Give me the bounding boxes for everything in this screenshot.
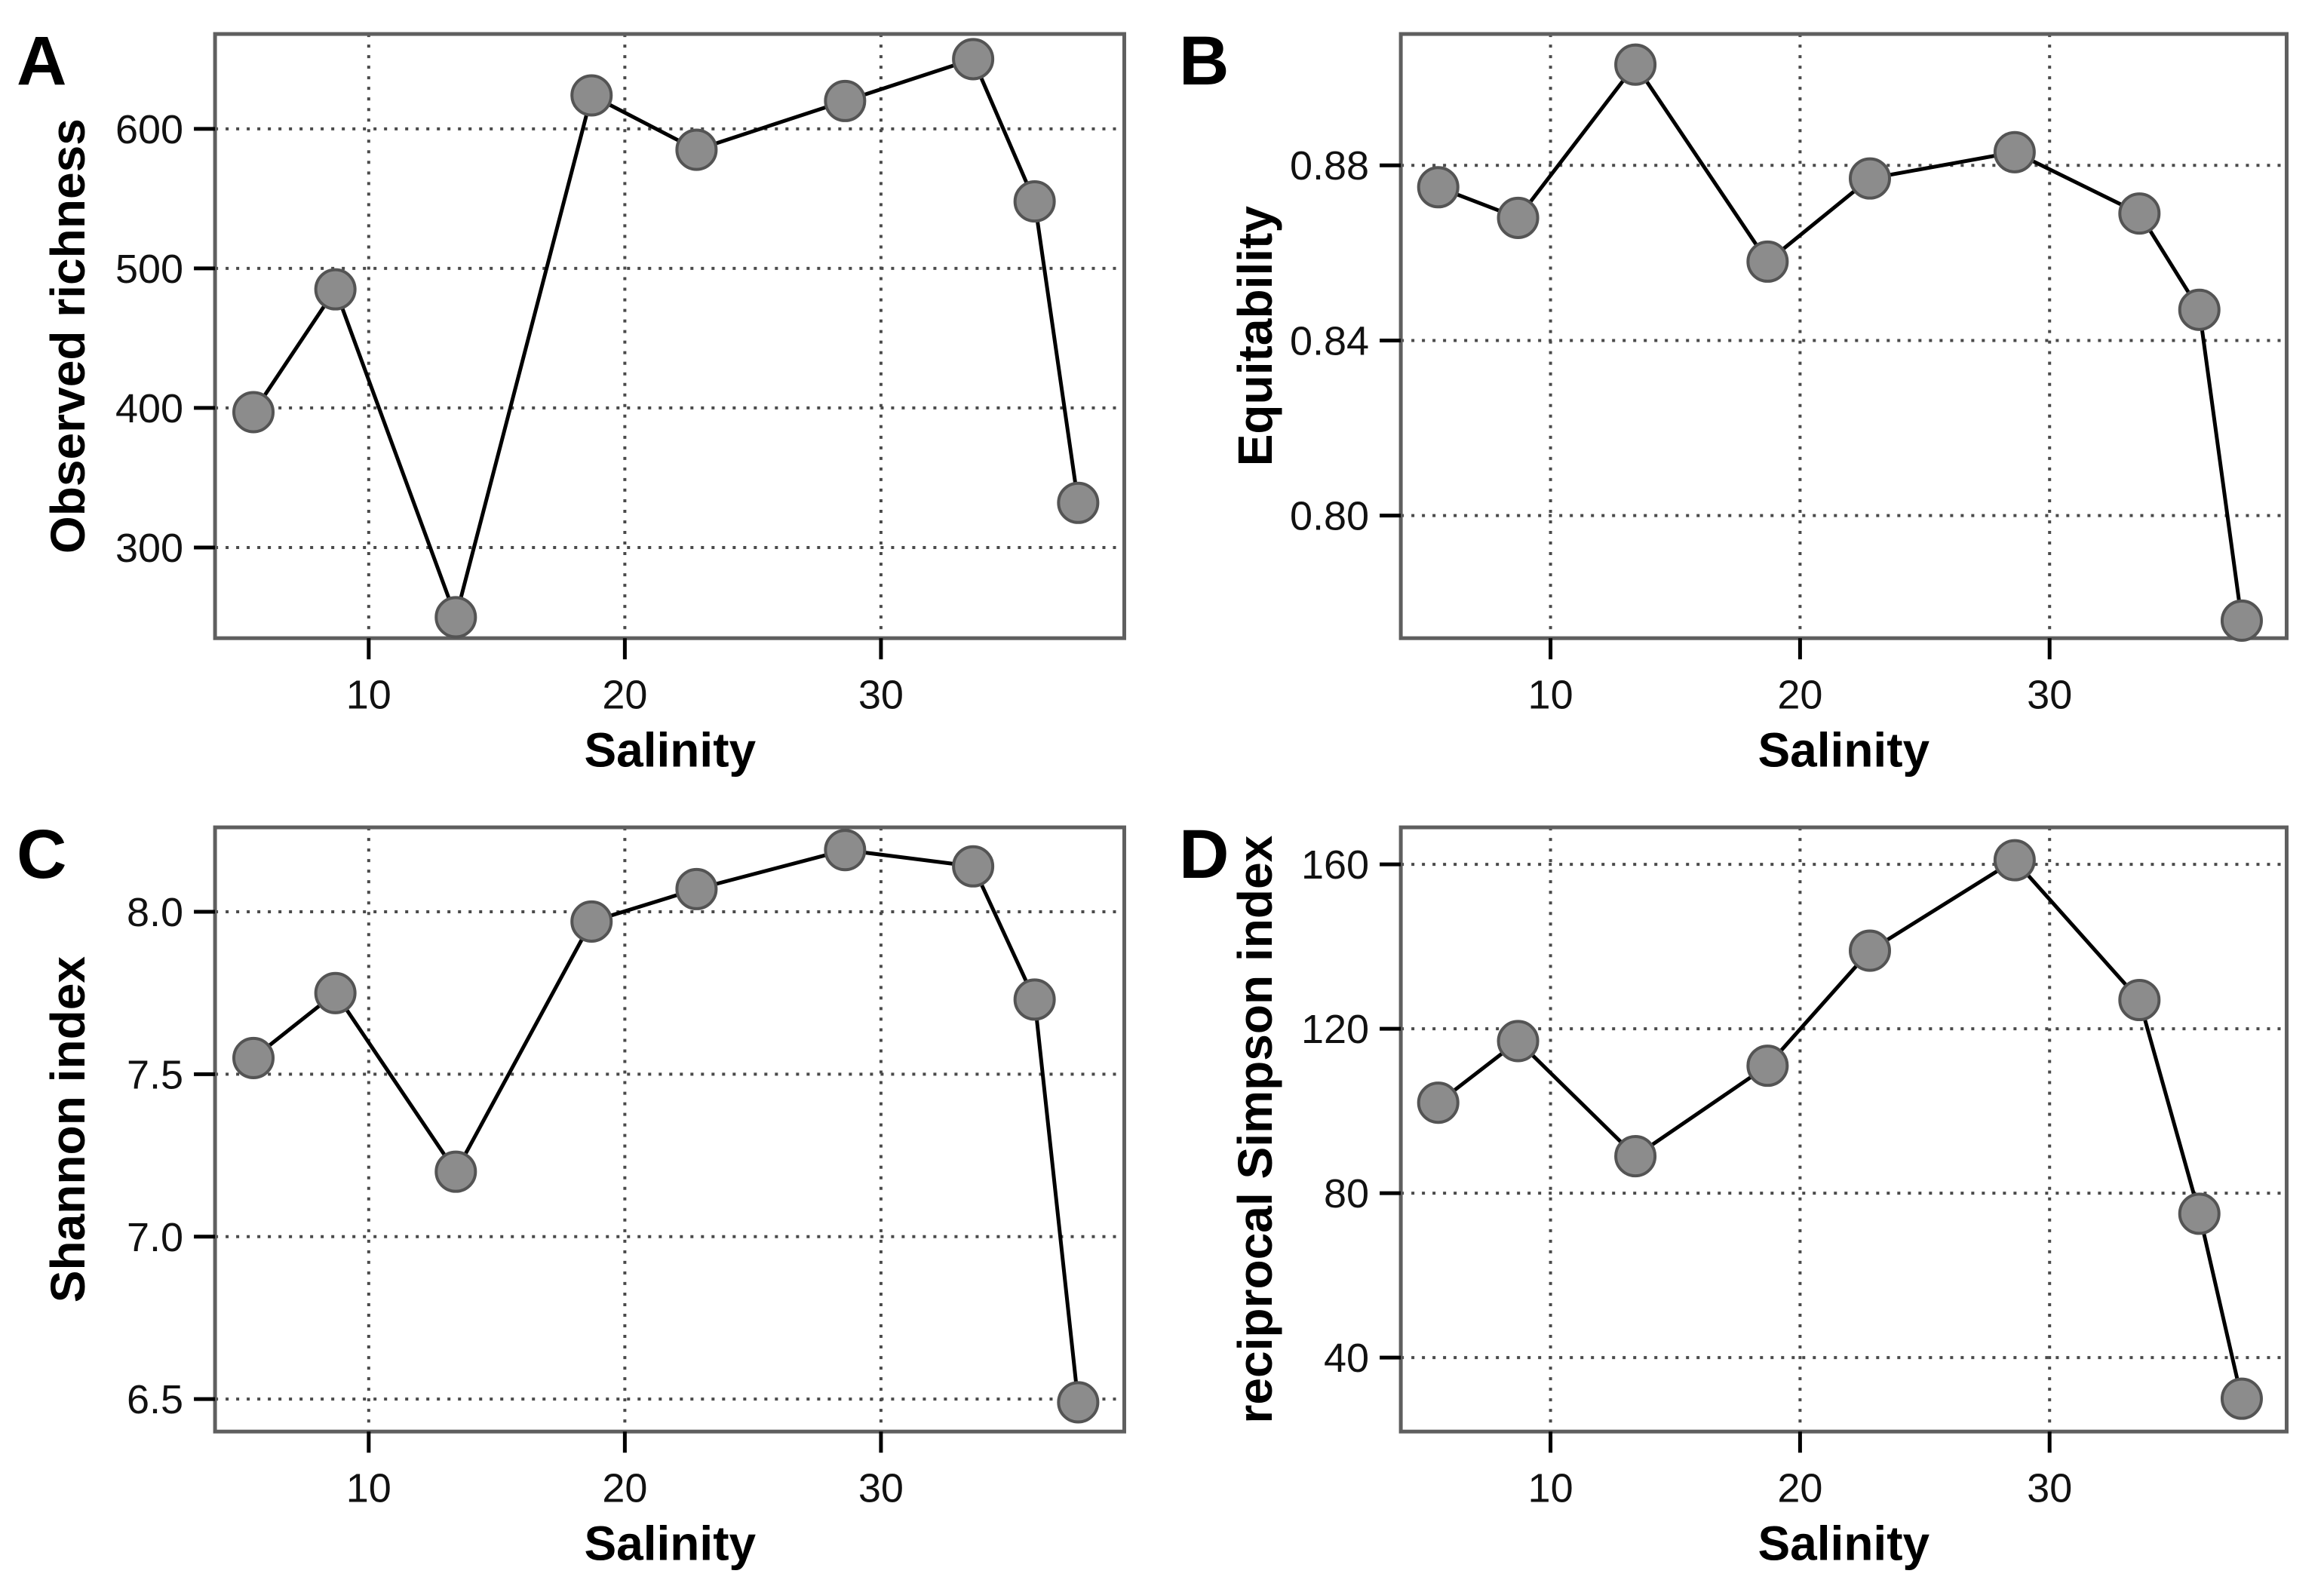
x-tick-label: 20 [1777,1465,1822,1511]
chart-shannon-index: 10 20 30 6.5 7.0 7.5 8.0 C Salinity Shannon in… [17,815,1126,1570]
data-point [1013,180,1056,223]
panel-b: 10 20 30 0.80 0.84 0.88 B Salinity Equitabili… [1162,0,2324,793]
plot-area: 10 20 30 40 80 120 160 [1300,825,2289,1511]
panel-letter: B [1179,22,1229,100]
data-point [1993,839,2036,882]
x-tick-label: 20 [1777,672,1822,717]
data-line [251,57,1080,619]
plot-border [1398,32,2289,640]
y-tick-label: 0.80 [1289,494,1368,539]
data-point [675,128,718,171]
data-point [1057,1380,1100,1423]
data-point [1497,196,1540,239]
data-point [1745,1044,1788,1087]
x-tick-label: 10 [346,1465,391,1511]
y-tick-label: 0.88 [1289,143,1368,189]
x-axis-title: Salinity [1758,722,1930,777]
data-line [1435,857,2243,1400]
data-point [1497,1019,1540,1063]
y-tick-label: 80 [1324,1171,1369,1216]
data-point [1613,1134,1656,1177]
plot-area: 10 20 30 6.5 7.0 7.5 8.0 [127,825,1126,1511]
y-axis-title: Equitability [1228,206,1282,467]
data-point [314,268,357,311]
data-point [1745,240,1788,283]
y-tick-label: 300 [115,526,183,571]
data-point [1417,166,1460,209]
x-axis-title: Salinity [1758,1516,1930,1570]
plot-border [213,825,1126,1434]
data-point [824,828,867,871]
plot-border [213,32,1126,640]
data-point [2220,599,2263,643]
data-line [251,848,1080,1404]
plot-border [1398,825,2289,1434]
x-tick-label: 30 [2027,1465,2072,1511]
data-point [434,1150,477,1193]
x-tick-label: 30 [858,1465,904,1511]
chart-equitability: 10 20 30 0.80 0.84 0.88 B Salinity Equitabili… [1179,22,2289,777]
y-tick-label: 500 [115,247,183,292]
panel-letter: A [17,22,66,100]
x-tick-label: 30 [2027,672,2072,717]
y-tick-label: 8.0 [127,890,183,935]
plot-area: 10 20 30 300 400 500 600 [115,32,1126,717]
data-point [1417,1081,1460,1124]
data-point [952,38,995,81]
data-point [232,391,275,434]
y-tick-label: 6.5 [127,1377,183,1422]
data-point [232,1036,275,1079]
x-axis-title: Salinity [584,1516,756,1570]
data-point [2178,1192,2221,1235]
y-tick-label: 7.5 [127,1052,183,1097]
data-line [1435,63,2243,623]
data-point [1848,929,1891,972]
x-tick-label: 10 [346,672,391,717]
y-axis-title: Shannon index [41,956,95,1302]
x-tick-label: 10 [1527,672,1573,717]
y-tick-label: 40 [1324,1336,1369,1381]
data-point [952,845,995,888]
y-tick-label: 120 [1300,1007,1368,1052]
data-point [570,900,613,943]
data-point [824,79,867,122]
data-point [1057,481,1100,524]
y-tick-label: 7.0 [127,1214,183,1259]
chart-observed-richness: 10 20 30 300 400 500 600 A Salinity Observed r… [17,22,1126,777]
y-axis-title: reciprocal Simpson index [1228,835,1282,1423]
y-tick-label: 400 [115,386,183,431]
data-point [1613,43,1656,86]
data-point [2117,978,2160,1021]
x-tick-label: 30 [858,672,904,717]
data-point [1848,157,1891,200]
data-point [570,74,613,117]
panel-letter: D [1179,815,1229,893]
data-point [2178,288,2221,331]
data-point [675,867,718,910]
panel-d: 10 20 30 40 80 120 160 D Salinity reciprocal S… [1162,793,2324,1586]
data-point [434,596,477,639]
panel-a: 10 20 30 300 400 500 600 A Salinity Observed r… [0,0,1162,793]
y-tick-label: 600 [115,107,183,152]
data-point [2117,192,2160,235]
x-tick-label: 10 [1527,1465,1573,1511]
x-tick-label: 20 [602,672,647,717]
y-tick-label: 160 [1300,842,1368,888]
data-point [314,971,357,1014]
panel-c: 10 20 30 6.5 7.0 7.5 8.0 C Salinity Shannon in… [0,793,1162,1586]
y-axis-title: Observed richness [41,118,95,554]
data-point [2220,1377,2263,1420]
y-tick-label: 0.84 [1289,318,1368,364]
chart-reciprocal-simpson-index: 10 20 30 40 80 120 160 D Salinity reciprocal S… [1179,815,2289,1570]
plot-area: 10 20 30 0.80 0.84 0.88 [1289,32,2289,717]
data-point [1993,130,2036,173]
panel-letter: C [17,815,66,893]
x-tick-label: 20 [602,1465,647,1511]
x-axis-title: Salinity [584,722,756,777]
data-point [1013,977,1056,1020]
